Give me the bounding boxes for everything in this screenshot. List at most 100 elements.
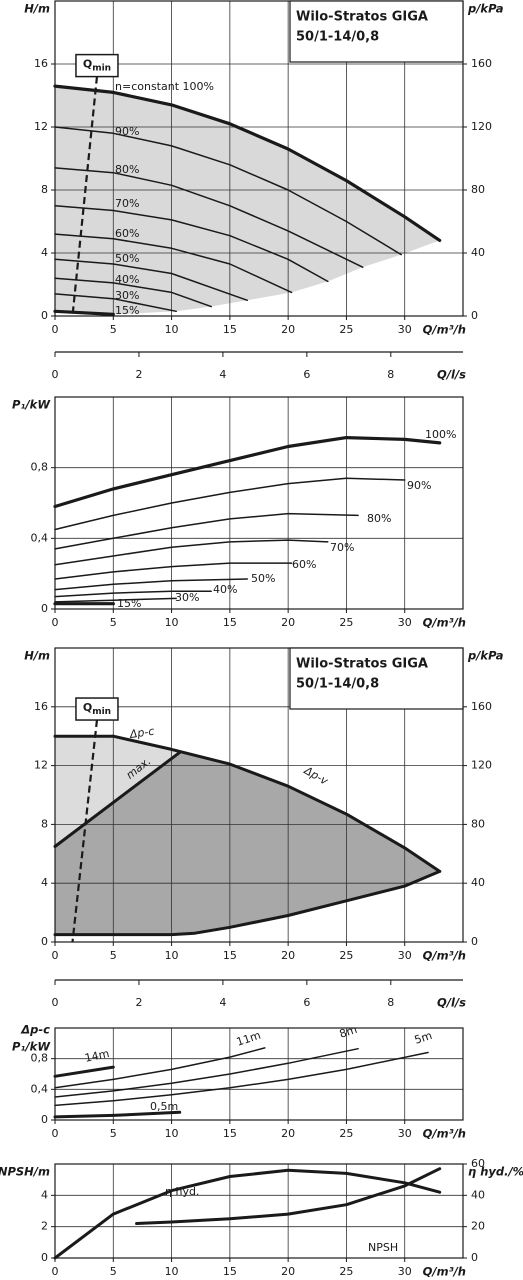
title-box <box>289 0 464 63</box>
y-tick-label: 0,4 <box>31 531 49 544</box>
x2-tick-label: 6 <box>303 996 310 1009</box>
chart-title: Wilo-Stratos GIGA <box>296 657 428 672</box>
qmin-main: Q <box>83 701 92 714</box>
x-tick-label: 10 <box>165 949 179 962</box>
curve-label: 40% <box>115 273 139 286</box>
y2-tick-label: 0 <box>471 1251 478 1264</box>
curve-label: 80% <box>115 163 139 176</box>
curve <box>54 512 359 550</box>
curve <box>53 1168 442 1260</box>
curve <box>54 205 329 283</box>
y-tick-label: 4 <box>41 876 48 889</box>
curve <box>54 1051 429 1107</box>
x2-axis-label: Q/l/s <box>437 996 466 1010</box>
curve <box>54 1047 266 1089</box>
variable-pressure-area <box>55 752 440 935</box>
x2-tick-label: 2 <box>135 996 142 1009</box>
x-tick-label: 30 <box>398 616 412 629</box>
y2-tick-label: 40 <box>471 876 485 889</box>
x-tick-label: 15 <box>223 1127 237 1140</box>
curve-label: n=constant 100% <box>115 80 214 93</box>
curve <box>54 578 249 591</box>
y-tick-label: 0 <box>41 309 48 322</box>
curve <box>53 869 442 937</box>
curve-label: 80% <box>367 512 391 525</box>
x-tick-label: 5 <box>110 323 117 336</box>
curve <box>53 84 442 242</box>
curve-label: 90% <box>115 125 139 138</box>
x2-tick-label: 8 <box>387 996 394 1009</box>
curve <box>53 1065 115 1078</box>
y-tick-label: 0,4 <box>31 1082 49 1095</box>
curve <box>53 1110 182 1119</box>
y-tick-label: 0 <box>41 602 48 615</box>
x-tick-label: 10 <box>165 1265 179 1278</box>
x-tick-label: 10 <box>165 323 179 336</box>
y2-tick-label: 120 <box>471 120 492 133</box>
x-tick-label: 25 <box>339 949 353 962</box>
title-box <box>289 647 464 710</box>
curve <box>54 597 177 603</box>
x-axis-label: Q/m³/h <box>423 323 466 337</box>
mode-label: Δp-c <box>20 1023 50 1037</box>
y2-tick-label: 20 <box>471 1220 485 1233</box>
curve-label: 15% <box>115 304 139 317</box>
x-tick-label: 0 <box>52 949 59 962</box>
x-axis-label: Q/m³/h <box>423 1265 466 1279</box>
y-axis-label: NPSH/m <box>0 1165 50 1179</box>
x-tick-label: 15 <box>223 949 237 962</box>
curve <box>54 562 293 580</box>
y-tick-label: 4 <box>41 246 48 259</box>
qmin-line <box>71 719 99 943</box>
x2-axis-label: Q/l/s <box>437 368 466 382</box>
curve-label: Δp-c <box>128 725 155 741</box>
chart-title: Wilo-Stratos GIGA <box>296 10 428 25</box>
qmin-label: Qmin <box>83 58 111 74</box>
x-tick-label: 30 <box>398 323 412 336</box>
x-tick-label: 30 <box>398 1265 412 1278</box>
y-tick-label: 2 <box>41 1220 48 1233</box>
curve <box>54 258 249 302</box>
curve-label: 50% <box>115 252 139 265</box>
y-tick-label: 16 <box>34 700 48 713</box>
chart-subtitle: 50/1-14/0,8 <box>296 677 379 692</box>
curve-label: Δp-v <box>301 763 330 787</box>
x2-tick-label: 2 <box>135 368 142 381</box>
y2-tick-label: 120 <box>471 759 492 772</box>
x-tick-label: 20 <box>281 323 295 336</box>
curve <box>53 436 442 509</box>
y-tick-label: 4 <box>41 1188 48 1201</box>
x-tick-label: 20 <box>281 949 295 962</box>
x-tick-label: 5 <box>110 616 117 629</box>
chart-panel: 0 5 10 15 20 25 30 0 0,4 0,8 Q/m³/h P₁/kW 100% 90% 80%… <box>12 396 466 630</box>
qmin-sub: min <box>92 707 111 717</box>
x-tick-label: 30 <box>398 949 412 962</box>
x-axis-label: Q/m³/h <box>423 949 466 963</box>
y2-tick-label: 80 <box>471 817 485 830</box>
y-axis-label: P₁/kW <box>12 1040 51 1054</box>
x2-tick-label: 8 <box>387 368 394 381</box>
curve-label: 60% <box>292 558 316 571</box>
curve-label: 70% <box>330 541 354 554</box>
curve-label: 100% <box>425 428 456 441</box>
curve-label: 30% <box>175 591 199 604</box>
curve-label: 60% <box>115 227 139 240</box>
y-tick-label: 12 <box>34 120 48 133</box>
curve-label: 90% <box>407 479 431 492</box>
qmin-box <box>75 697 119 721</box>
chart-subtitle: 50/1-14/0,8 <box>296 30 379 45</box>
y-tick-label: 16 <box>34 57 48 70</box>
x-axis-label: Q/m³/h <box>423 616 466 630</box>
curve-label: NPSH <box>368 1241 398 1254</box>
y-tick-label: 0 <box>41 1251 48 1264</box>
curve-label: 11m <box>235 1029 263 1049</box>
y-tick-label: 8 <box>41 817 48 830</box>
y-axis-label: P₁/kW <box>12 398 51 412</box>
y2-tick-label: 60 <box>471 1157 485 1170</box>
x-tick-label: 5 <box>110 1265 117 1278</box>
x-tick-label: 25 <box>339 1127 353 1140</box>
x-tick-label: 0 <box>52 1265 59 1278</box>
chart-panel: 0 5 10 15 20 25 30 0 0,4 0,8 Q/m³/h Δp-c P₁/kW 14m 11m… <box>12 1023 466 1141</box>
curve-label: 0,5m <box>150 1100 178 1113</box>
